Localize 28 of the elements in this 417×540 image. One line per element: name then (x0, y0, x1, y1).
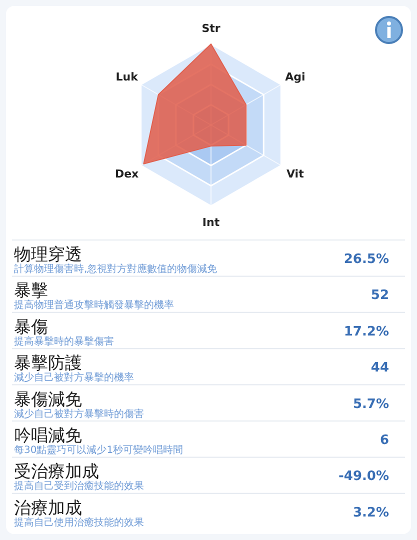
text: 26.5% (344, 252, 389, 267)
text: 暴擊 (14, 281, 48, 302)
text: 計算物理傷害時,忽視對方對應數值的物傷減免 (14, 263, 218, 275)
spoke-label: Luk (116, 70, 139, 84)
text: 提高自己受到治癒技能的效果 (14, 480, 144, 492)
spoke-label: Int (202, 216, 220, 230)
text: 17.2% (344, 324, 389, 340)
text: 治療加成 (14, 498, 82, 518)
text: 暴傷 (14, 317, 48, 338)
text: 每30點靈巧可以減少1秒可變吟唱時間 (14, 444, 184, 456)
text: 提高自己使用治癒技能的效果 (14, 516, 144, 528)
text: -49.0% (338, 469, 389, 484)
text: 5.7% (352, 396, 389, 412)
text: 3.2% (352, 505, 389, 520)
spoke-label: Dex (114, 168, 139, 181)
text: 減少自己被對方暴擊時的傷害 (14, 408, 144, 420)
text: 暴傷減免 (14, 390, 82, 410)
text: 吟唱減免 (14, 426, 82, 446)
spoke-label: Str (202, 22, 221, 35)
spoke-label: Agi (285, 70, 306, 84)
text: 52 (370, 288, 389, 304)
text: 6 (380, 433, 389, 448)
text: 提高暴擊時的暴擊傷害 (14, 335, 114, 348)
text: 44 (370, 360, 389, 376)
text: 減少自己被對方暴擊的機率 (14, 372, 134, 384)
text: 物理穿透 (14, 245, 82, 265)
spoke-label: Vit (286, 168, 304, 181)
text: 提高物理普通攻擊時觸發暴擊的機率 (14, 299, 174, 312)
